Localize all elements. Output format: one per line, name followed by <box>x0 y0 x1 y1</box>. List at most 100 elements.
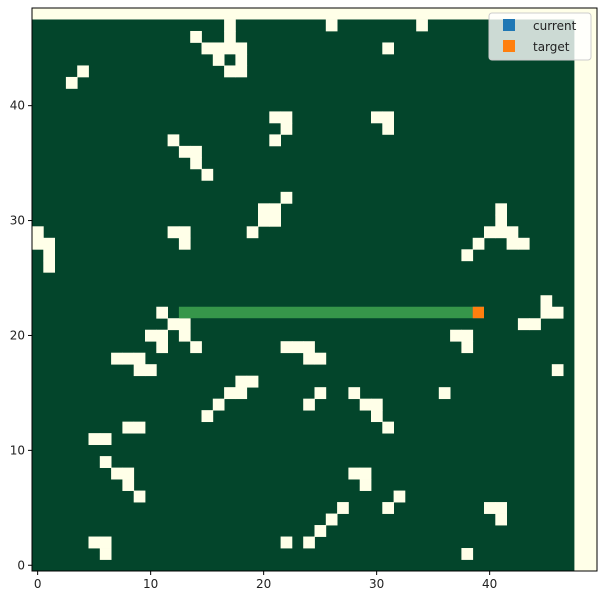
obstacle-cell <box>145 364 157 377</box>
obstacle-cell <box>88 536 101 549</box>
obstacle-cell <box>551 364 564 377</box>
obstacle-cell <box>438 387 451 400</box>
obstacle-cell <box>371 111 383 124</box>
obstacle-cell <box>314 525 327 537</box>
x-tick-label: 20 <box>256 577 271 591</box>
y-tick-label: 10 <box>10 443 25 457</box>
legend-swatch <box>503 19 515 31</box>
y-tick-label: 0 <box>17 558 25 572</box>
target-marker <box>472 306 484 319</box>
obstacle-cell <box>133 352 146 365</box>
obstacle-cell <box>303 352 315 365</box>
obstacle-cell <box>314 387 327 400</box>
obstacle-cell <box>517 237 530 250</box>
obstacle-cell <box>111 352 123 365</box>
obstacle-cell <box>529 318 541 331</box>
obstacle-cell <box>65 76 78 89</box>
agent-markers <box>472 306 484 319</box>
obstacle-cell <box>371 410 383 423</box>
x-tick-label: 0 <box>34 577 42 591</box>
path-line <box>178 306 473 319</box>
obstacle-cell <box>359 479 372 491</box>
obstacle-cell <box>212 42 225 55</box>
obstacle-cell <box>495 226 507 239</box>
obstacle-cell <box>212 53 225 66</box>
obstacle-cell <box>235 375 248 388</box>
obstacle-cell <box>325 19 338 32</box>
obstacle-cell <box>133 364 146 377</box>
obstacle-cell <box>201 168 214 181</box>
obstacle-cell <box>551 306 564 319</box>
obstacle-cell <box>32 226 44 239</box>
obstacle-cell <box>235 387 248 400</box>
obstacle-cell <box>258 214 270 227</box>
obstacle-cell <box>382 421 394 434</box>
legend-label: target <box>533 40 570 54</box>
obstacle-cell <box>224 30 236 43</box>
obstacle-cell <box>461 329 474 342</box>
axes-frame <box>31 7 598 572</box>
obstacle-cell <box>178 318 191 331</box>
obstacle-cell <box>246 226 259 239</box>
obstacle-cell <box>178 329 191 342</box>
obstacle-cell <box>122 352 135 365</box>
obstacle-cell <box>235 42 248 55</box>
obstacle-cell <box>224 65 236 78</box>
obstacle-cell <box>472 237 485 250</box>
obstacle-cell <box>190 30 202 43</box>
obstacle-cell <box>450 329 462 342</box>
obstacle-cell <box>178 237 191 250</box>
obstacle-cell <box>156 341 168 354</box>
obstacle-cell <box>382 122 394 135</box>
x-tick-label: 40 <box>482 577 497 591</box>
obstacle-cell <box>280 122 293 135</box>
y-tick-label: 20 <box>10 328 25 342</box>
x-tick-label: 30 <box>369 577 384 591</box>
obstacle-cell <box>99 536 112 549</box>
y-axis: 0 10 20 30 40 <box>10 99 32 572</box>
obstacle-cell <box>235 53 248 66</box>
obstacle-cell <box>269 214 281 227</box>
obstacle-cell <box>280 191 293 204</box>
obstacle-cell <box>133 421 146 434</box>
obstacle-cell <box>517 318 530 331</box>
obstacle-cell <box>540 295 553 308</box>
obstacle-cell <box>348 467 361 480</box>
obstacle-cell <box>291 341 304 354</box>
obstacle-cell <box>201 410 214 423</box>
obstacle-cell <box>303 341 315 354</box>
obstacle-cell <box>122 479 135 491</box>
obstacle-cell <box>43 237 55 250</box>
obstacle-cell <box>43 249 55 262</box>
obstacle-cell <box>99 433 112 446</box>
obstacle-cell <box>32 237 44 250</box>
obstacle-cell <box>280 111 293 124</box>
obstacle-cell <box>416 19 428 32</box>
obstacle-cell <box>269 111 281 124</box>
obstacle-cell <box>280 341 293 354</box>
grid-cells <box>32 19 575 571</box>
obstacle-cell <box>99 456 112 468</box>
obstacle-cell <box>190 145 202 158</box>
obstacle-cell <box>224 19 236 32</box>
obstacle-cell <box>484 502 496 514</box>
obstacle-cell <box>393 490 406 503</box>
obstacle-cell <box>167 226 180 239</box>
obstacle-cell <box>190 157 202 170</box>
obstacle-cell <box>461 249 474 262</box>
obstacle-cell <box>303 398 315 411</box>
obstacle-cell <box>212 398 225 411</box>
obstacle-cell <box>122 421 135 434</box>
obstacle-cell <box>88 433 101 446</box>
obstacle-cell <box>495 513 507 526</box>
obstacle-cell <box>111 467 123 480</box>
free-space-region <box>32 19 575 571</box>
obstacle-cell <box>359 398 372 411</box>
obstacle-cell <box>122 467 135 480</box>
y-tick-label: 30 <box>10 214 25 228</box>
obstacle-cell <box>303 536 315 549</box>
obstacle-cell <box>43 260 55 273</box>
legend: current target <box>488 12 592 61</box>
obstacle-cell <box>99 548 112 560</box>
obstacle-cell <box>382 111 394 124</box>
